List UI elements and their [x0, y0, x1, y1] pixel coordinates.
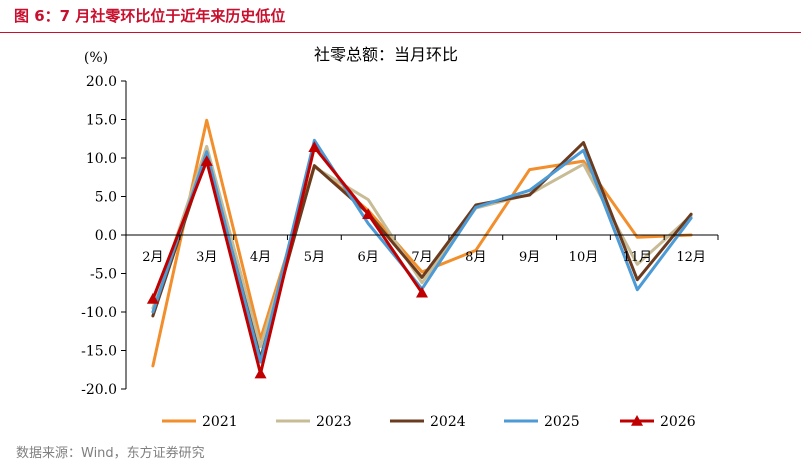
data-point-2026 — [254, 367, 267, 379]
y-tick-label: -10.0 — [81, 305, 117, 321]
data-source: 数据来源：Wind，东方证券研究 — [16, 446, 205, 461]
legend-item-2023: 2023 — [276, 414, 352, 430]
x-category-label: 3月 — [196, 250, 217, 265]
x-category-label: 9月 — [519, 250, 540, 265]
y-tick-label: 15.0 — [86, 113, 117, 129]
x-category-label: 7月 — [411, 250, 432, 265]
legend-label: 2024 — [430, 414, 466, 430]
data-point-2026 — [416, 286, 428, 298]
y-tick-label: 0.0 — [95, 228, 117, 244]
legend-label: 2023 — [316, 414, 352, 430]
legend-item-2021: 2021 — [162, 414, 238, 430]
legend-label: 2021 — [202, 414, 238, 430]
y-tick-label: 5.0 — [95, 190, 117, 206]
series-2023 — [151, 144, 693, 349]
legend-item-2026: 2026 — [620, 414, 696, 430]
x-category-label: 6月 — [358, 250, 379, 265]
x-category-label: 2月 — [142, 250, 163, 265]
legend-label: 2026 — [660, 414, 696, 430]
y-tick-label: 10.0 — [86, 151, 117, 167]
series-2026 — [146, 141, 428, 379]
x-category-label: 10月 — [569, 250, 599, 265]
y-tick-label: -15.0 — [81, 344, 117, 360]
chart-title: 社零总额：当月环比 — [314, 45, 458, 64]
data-point-2026 — [362, 208, 375, 220]
x-category-label: 12月 — [676, 250, 706, 265]
x-category-label: 8月 — [465, 250, 486, 265]
x-category-label: 4月 — [250, 250, 271, 265]
y-tick-label: 20.0 — [86, 74, 117, 90]
legend-marker — [631, 415, 643, 426]
legend-item-2024: 2024 — [390, 414, 466, 430]
axes: -20.0 -15.0 -10.0 -5.0 0.0 5.0 10.0 15.0 20.0 2月 3… — [81, 74, 719, 398]
legend-item-2025: 2025 — [504, 414, 580, 430]
series-layer — [146, 118, 693, 379]
caption-rule — [0, 32, 801, 33]
data-point-2026 — [308, 141, 321, 153]
x-category-label: 5月 — [304, 250, 325, 265]
legend-label: 2025 — [544, 414, 580, 430]
y-tick-label: -20.0 — [81, 382, 117, 398]
y-axis-unit: (%) — [84, 50, 108, 66]
legend: 2021 2023 2024 2025 2026 — [162, 414, 696, 430]
figure-caption: 图 6：7 月社零环比位于近年来历史低位 — [14, 7, 286, 25]
y-tick-label: -5.0 — [90, 267, 117, 283]
data-point-2026 — [200, 155, 213, 166]
series-line-2026 — [151, 145, 424, 376]
series-line-2023 — [151, 144, 693, 349]
data-point-2026 — [146, 292, 159, 304]
x-category-label: 11月 — [622, 250, 652, 265]
